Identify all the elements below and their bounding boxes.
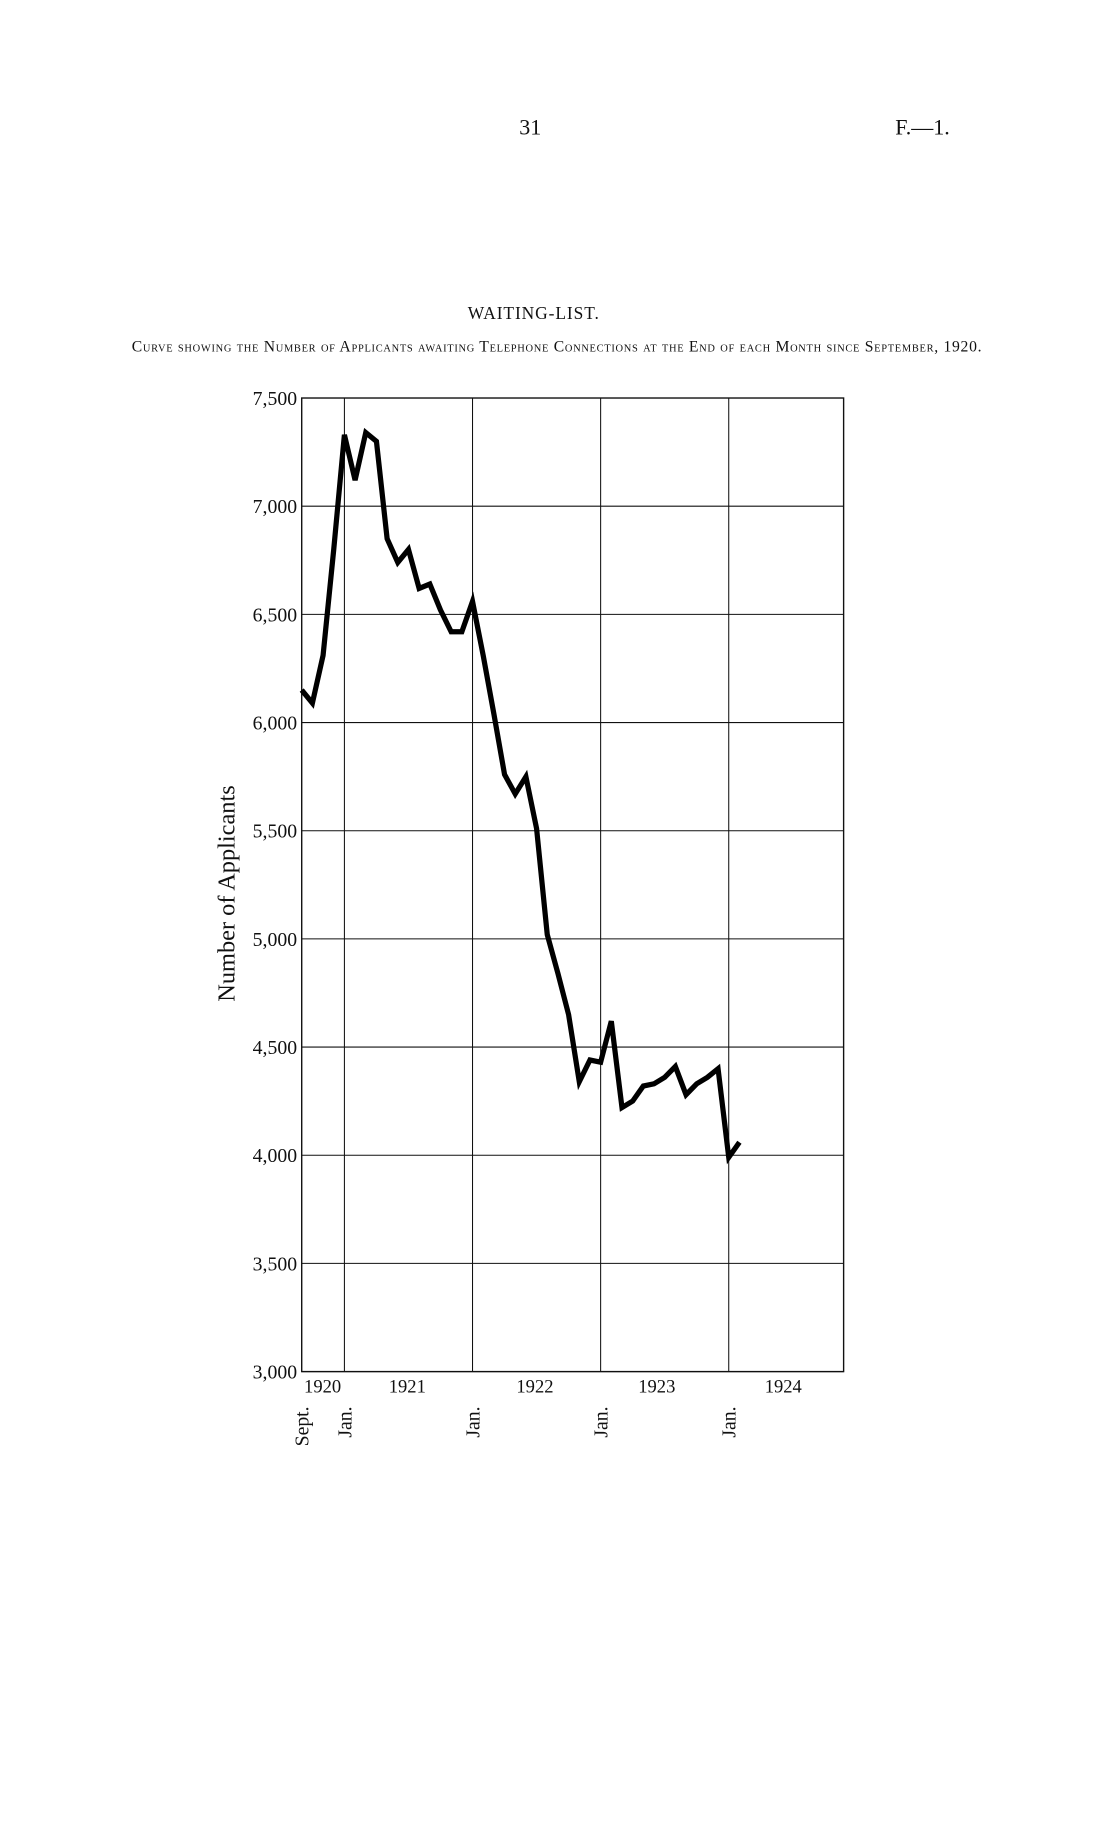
x-tick-label: Jan. [591,1406,613,1437]
x-tick-label: Jan. [719,1406,741,1437]
chart-title: WAITING-LIST. [468,303,600,323]
y-tick-label: 6,500 [253,604,298,626]
x-tick-label: Jan. [462,1406,484,1437]
y-tick-label: 7,000 [253,496,298,518]
y-tick-label: 7,500 [253,388,298,410]
year-label: 1922 [516,1376,553,1397]
x-tick-label: Sept. [292,1406,314,1446]
page-reference: F.—1. [895,115,950,140]
chart-subtitle: Curve showing the Number of Applicants a… [131,337,983,356]
x-tick-label: Jan. [334,1406,356,1437]
year-label: 1920 [304,1376,341,1397]
year-label: 1924 [765,1376,802,1397]
y-tick-label: 5,500 [253,821,298,843]
y-tick-label: 3,500 [253,1253,298,1275]
data-line [299,427,742,1165]
y-tick-label: 6,000 [253,713,298,735]
y-tick-label: 3,000 [253,1362,298,1384]
plot-frame [301,397,845,1373]
page-number: 31 [519,115,541,140]
y-tick-label: 5,000 [253,929,298,951]
year-label: 1923 [638,1376,675,1397]
y-tick-label: 4,500 [253,1037,298,1059]
year-label: 1921 [389,1376,426,1397]
y-tick-label: 4,000 [253,1145,298,1167]
subtitle-box: Curve showing the Number of Applicants a… [131,337,983,356]
y-axis-label: Number of Applicants [213,785,240,1001]
